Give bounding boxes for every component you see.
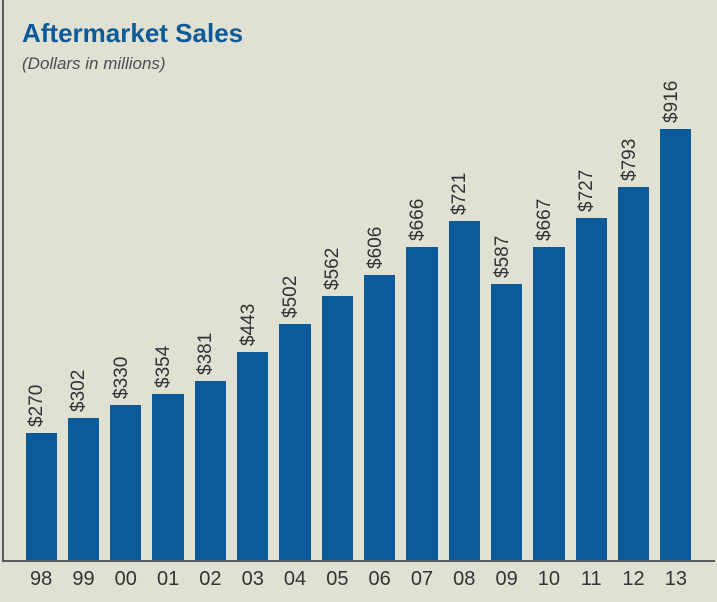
bar: $381 <box>195 381 226 560</box>
bar-value-label: $270 <box>26 385 48 427</box>
chart-title: Aftermarket Sales <box>22 18 243 49</box>
x-axis-label: 98 <box>20 568 62 591</box>
bar-value-label: $666 <box>407 199 429 241</box>
bar: $587 <box>491 284 522 560</box>
bar-wrap: $270 <box>20 90 62 560</box>
x-axis-label: 00 <box>105 568 147 591</box>
bar-value-label: $606 <box>365 227 387 269</box>
x-axis-label: 04 <box>274 568 316 591</box>
bar-value-label: $354 <box>153 345 175 387</box>
bar-value-label: $721 <box>449 173 471 215</box>
bar-wrap: $721 <box>443 90 485 560</box>
x-axis-label: 99 <box>62 568 104 591</box>
x-axis-label: 10 <box>528 568 570 591</box>
bar-wrap: $443 <box>232 90 274 560</box>
bar: $666 <box>406 247 437 560</box>
bar-value-label: $587 <box>492 236 514 278</box>
bar-value-label: $302 <box>68 370 90 412</box>
bar-value-label: $330 <box>111 357 133 399</box>
bar: $916 <box>660 129 691 560</box>
bar-wrap: $727 <box>570 90 612 560</box>
bar-value-label: $502 <box>280 276 302 318</box>
bar-wrap: $793 <box>612 90 654 560</box>
x-axis-label: 02 <box>189 568 231 591</box>
bar-wrap: $916 <box>655 90 697 560</box>
bar: $354 <box>152 394 183 560</box>
bar-value-label: $381 <box>195 333 217 375</box>
bar-value-label: $916 <box>661 81 683 123</box>
bar-wrap: $606 <box>359 90 401 560</box>
bar: $793 <box>618 187 649 560</box>
bars-group: $270 $302 $330 $354 $381 $443 $502 $562 $606 $666… <box>20 90 697 560</box>
plot-area: $270 $302 $330 $354 $381 $443 $502 $562 $606 $666… <box>0 90 717 560</box>
bar-wrap: $667 <box>528 90 570 560</box>
x-axis-label: 11 <box>570 568 612 591</box>
x-axis-label: 08 <box>443 568 485 591</box>
x-axis-line <box>2 560 715 562</box>
chart-container: Aftermarket Sales (Dollars in millions) … <box>0 0 717 602</box>
bar: $606 <box>364 275 395 560</box>
x-axis-label: 09 <box>485 568 527 591</box>
bar-value-label: $562 <box>322 248 344 290</box>
x-axis-label: 13 <box>655 568 697 591</box>
x-axis-label: 12 <box>612 568 654 591</box>
bar-wrap: $302 <box>62 90 104 560</box>
chart-subtitle: (Dollars in millions) <box>22 54 166 74</box>
bar: $502 <box>279 324 310 560</box>
bar: $302 <box>68 418 99 560</box>
x-axis-label: 05 <box>316 568 358 591</box>
bar-wrap: $354 <box>147 90 189 560</box>
bar-value-label: $443 <box>238 304 260 346</box>
bar: $443 <box>237 352 268 560</box>
bar: $562 <box>322 296 353 560</box>
x-axis-label: 07 <box>401 568 443 591</box>
bar-wrap: $562 <box>316 90 358 560</box>
bar: $721 <box>449 221 480 560</box>
bar-wrap: $330 <box>105 90 147 560</box>
bar-value-label: $667 <box>534 198 556 240</box>
bar-wrap: $502 <box>274 90 316 560</box>
y-axis-line <box>2 0 4 560</box>
x-axis-label: 06 <box>359 568 401 591</box>
bar-value-label: $793 <box>619 139 641 181</box>
bar: $727 <box>576 218 607 560</box>
x-axis-label: 03 <box>232 568 274 591</box>
bar-value-label: $727 <box>576 170 598 212</box>
bar: $270 <box>26 433 57 560</box>
bar: $330 <box>110 405 141 560</box>
bar-wrap: $666 <box>401 90 443 560</box>
bar-wrap: $381 <box>189 90 231 560</box>
x-axis-labels: 98990001020304050607080910111213 <box>20 568 697 591</box>
x-axis-label: 01 <box>147 568 189 591</box>
bar: $667 <box>533 247 564 560</box>
bar-wrap: $587 <box>485 90 527 560</box>
